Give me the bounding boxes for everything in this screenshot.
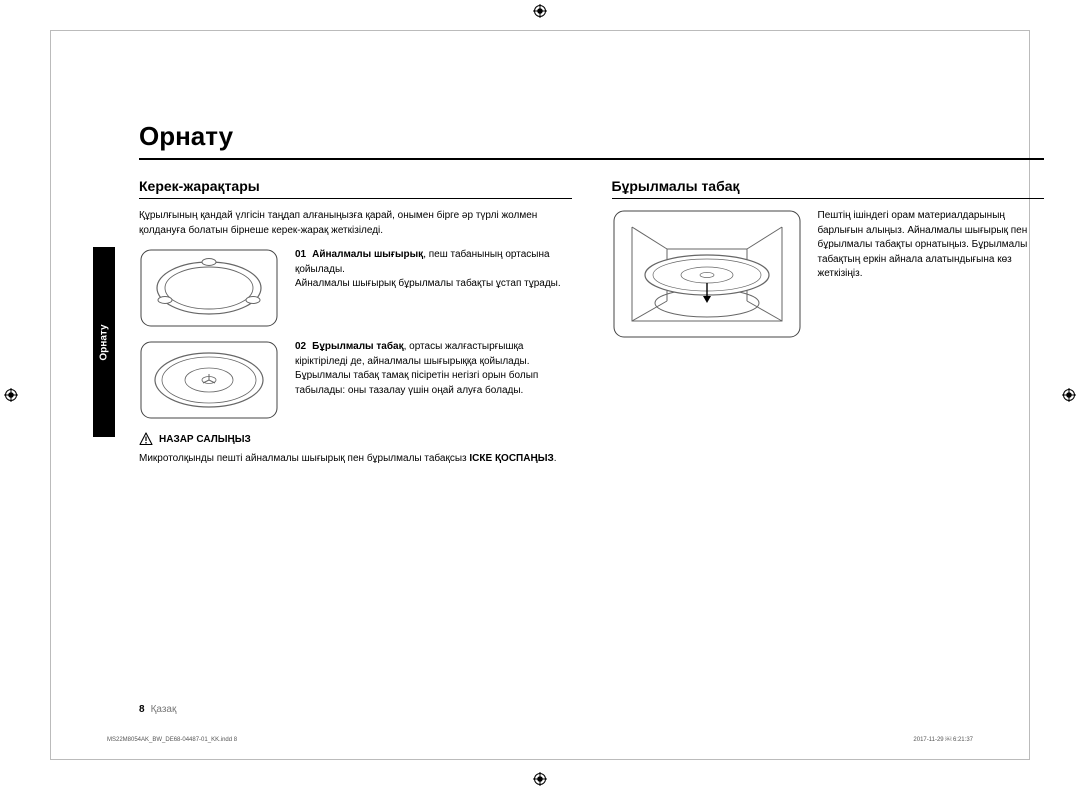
page-title: Орнату [139, 121, 1044, 152]
item-lead: Айналмалы шығырық [312, 249, 423, 260]
crop-mark-top [533, 4, 547, 18]
item-number: 02 [295, 341, 306, 352]
accessories-heading: Керек-жарақтары [139, 178, 572, 194]
imprint-date: 2017-11-29 ￼ 6:21:37 [913, 737, 973, 743]
accessories-intro: Құрылғының қандай үлгісін таңдап алғаның… [139, 209, 572, 238]
caution-text: Микротолқынды пешті айналмалы шығырық пе… [139, 452, 572, 467]
section-tab-label: Орнату [99, 324, 110, 360]
item-tail: Бұрылмалы табақ тамақ пісіретін негізгі … [295, 370, 538, 396]
turntable-text: Пештің ішіндегі орам материалдарының бар… [818, 209, 1045, 339]
accessories-rule [139, 198, 572, 199]
warning-icon [139, 432, 153, 446]
page-footer: 8 Қазақ [139, 704, 176, 715]
accessory-text: 02Бұрылмалы табақ, ортасы жалғастырғышқа… [295, 340, 572, 420]
section-tab: Орнату [93, 247, 115, 437]
column-accessories: Керек-жарақтары Құрылғының қандай үлгісі… [139, 178, 572, 467]
item-number: 01 [295, 249, 306, 260]
page-language: Қазақ [151, 704, 177, 715]
accessory-item: 01Айналмалы шығырық, пеш табанының ортас… [139, 248, 572, 328]
caution-pre: Микротолқынды пешті айналмалы шығырық пе… [139, 453, 469, 464]
roller-ring-figure [139, 248, 279, 328]
caution-emph: ІСКЕ ҚОСПАҢЫЗ [469, 453, 553, 464]
turntable-heading: Бұрылмалы табақ [612, 178, 1045, 194]
turntable-figure [139, 340, 279, 420]
title-rule [139, 158, 1044, 160]
crop-mark-left [4, 388, 18, 402]
column-turntable: Бұрылмалы табақ [612, 178, 1045, 467]
item-lead: Бұрылмалы табақ [312, 341, 403, 352]
crop-mark-bottom [533, 772, 547, 786]
turntable-rule [612, 198, 1045, 199]
accessory-text: 01Айналмалы шығырық, пеш табанының ортас… [295, 248, 572, 328]
accessory-item: 02Бұрылмалы табақ, ортасы жалғастырғышқа… [139, 340, 572, 420]
page-content: Орнату Керек-жарақтары Құрылғының қандай… [139, 121, 1044, 467]
caution-heading: НАЗАР САЛЫҢЫЗ [139, 432, 572, 446]
item-tail: Айналмалы шығырық бұрылмалы табақты ұста… [295, 278, 561, 289]
caution-post: . [554, 453, 557, 464]
imprint-file: MS22M8054AK_BW_DE68-04487-01_KK.indd 8 [107, 737, 237, 743]
page-frame: Орнату Орнату Керек-жарақтары Құрылғының… [50, 30, 1030, 760]
page-number: 8 [139, 704, 145, 715]
caution-label: НАЗАР САЛЫҢЫЗ [159, 434, 251, 445]
crop-mark-right [1062, 388, 1076, 402]
install-turntable-figure [612, 209, 802, 339]
